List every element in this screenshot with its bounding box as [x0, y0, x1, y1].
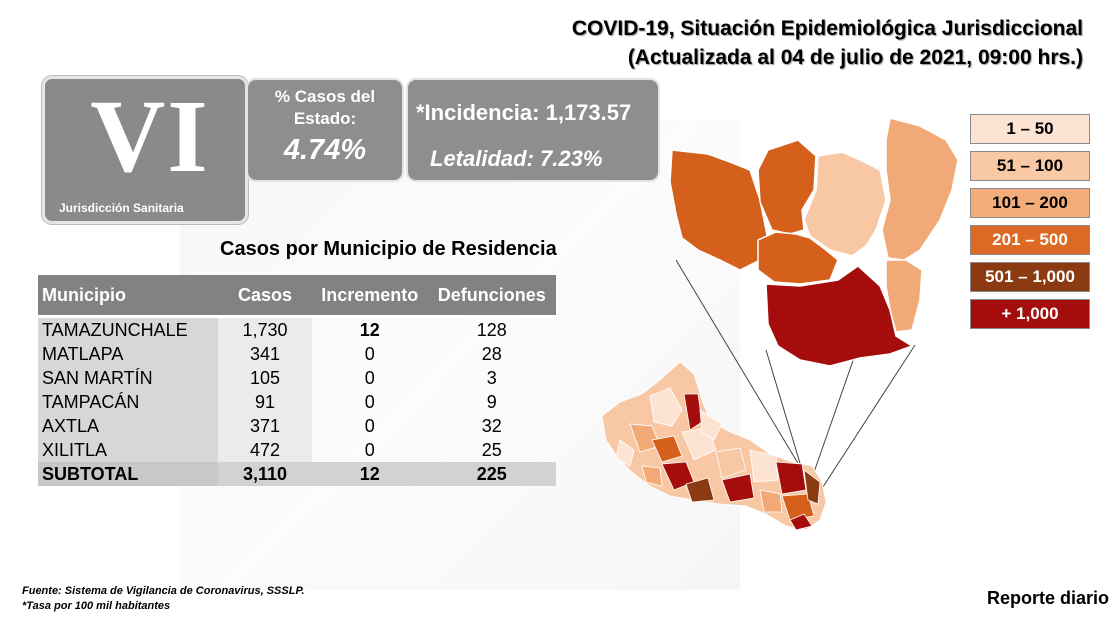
legend: 1 – 50 51 – 100 101 – 200 201 – 500 501 … [970, 114, 1090, 336]
cell-municipio: SUBTOTAL [38, 462, 218, 486]
cell-municipio: SAN MARTÍN [38, 366, 218, 390]
legend-label: 201 – 500 [992, 230, 1068, 249]
legend-label: 51 – 100 [996, 156, 1064, 175]
map-municipality-tamazunchale [765, 265, 914, 367]
jurisdiction-map [601, 117, 959, 531]
legend-item-501-1000: 501 – 1,000 [970, 262, 1090, 292]
table-row: XILITLA 472 0 25 [38, 438, 556, 462]
legend-item-201-500: 201 – 500 [970, 225, 1090, 255]
cell-casos: 91 [218, 390, 312, 414]
page-title: COVID-19, Situación Epidemiológica Juris… [572, 14, 1083, 72]
cell-incremento: 0 [364, 416, 375, 436]
map-municipality-matlapa [757, 231, 839, 285]
cell-defunciones: 28 [481, 344, 502, 364]
legend-item-101-200: 101 – 200 [970, 188, 1090, 218]
title-line-2: (Actualizada al 04 de julio de 2021, 09:… [627, 46, 1083, 69]
rates-box: *Incidencia: 1,173.57 Letalidad: 7.23% [406, 78, 660, 182]
cell-defunciones: 25 [481, 440, 502, 460]
title-line-1: COVID-19, Situación Epidemiológica Juris… [571, 17, 1083, 40]
cell-casos: 341 [218, 342, 312, 366]
state-share-label: % Casos del Estado: [274, 87, 376, 128]
report-label: Reporte diario [986, 588, 1109, 608]
table-row: MATLAPA 341 0 28 [38, 342, 556, 366]
map-municipality-san-martin-south [885, 259, 923, 333]
cell-casos: 3,110 [218, 462, 312, 486]
cell-incremento: 0 [364, 392, 375, 412]
table-row: AXTLA 371 0 32 [38, 414, 556, 438]
table-row: SAN MARTÍN 105 0 3 [38, 366, 556, 390]
cell-municipio: MATLAPA [38, 342, 218, 366]
header-defunciones: Defunciones [427, 275, 556, 318]
subtotal-row: SUBTOTAL 3,110 12 225 [38, 462, 556, 486]
footer-note: *Tasa por 100 mil habitantes [22, 600, 171, 612]
cell-incremento: 0 [364, 368, 375, 388]
legend-label: + 1,000 [1001, 304, 1059, 323]
jurisdiction-label: Jurisdicción Sanitaria [59, 201, 184, 215]
lethality-text: Letalidad: 7.23% [430, 146, 603, 171]
table-header-row: Municipio Casos Incremento Defunciones [38, 275, 556, 318]
map-municipality-axtla [757, 139, 817, 235]
jurisdiction-box: VI Jurisdicción Sanitaria [42, 76, 248, 224]
cell-defunciones: 3 [486, 368, 497, 388]
cell-defunciones: 128 [476, 320, 507, 340]
cell-casos: 105 [218, 366, 312, 390]
header-casos: Casos [218, 275, 312, 318]
table-row: TAMAZUNCHALE 1,730 12 128 [38, 316, 556, 342]
cell-incremento: 0 [364, 440, 375, 460]
cell-incremento: 12 [312, 462, 428, 486]
map-municipality-tampacan [803, 151, 887, 257]
state-share-value: 4.74% [283, 134, 367, 166]
legend-item-51-100: 51 – 100 [970, 151, 1090, 181]
header-municipio: Municipio [38, 275, 218, 318]
legend-label: 1 – 50 [1006, 119, 1054, 138]
footer-source: Fuente: Sistema de Vigilancia de Coronav… [22, 585, 305, 597]
cell-casos: 371 [218, 414, 312, 438]
jurisdiction-numeral: VI [90, 79, 210, 194]
cell-defunciones: 9 [486, 392, 497, 412]
header-incremento: Incremento [312, 275, 428, 318]
cell-municipio: AXTLA [38, 414, 218, 438]
cases-table: Municipio Casos Incremento Defunciones T… [38, 275, 556, 486]
legend-label: 101 – 200 [992, 193, 1068, 212]
map-municipality-san-martin [881, 117, 959, 261]
cell-incremento: 12 [359, 320, 380, 340]
table-row: TAMPACÁN 91 0 9 [38, 390, 556, 414]
cell-casos: 1,730 [218, 316, 312, 342]
cell-municipio: XILITLA [38, 438, 218, 462]
cell-municipio: TAMPACÁN [38, 390, 218, 414]
legend-item-1-50: 1 – 50 [970, 114, 1090, 144]
incidence-text: *Incidencia: 1,173.57 [416, 100, 632, 125]
cell-municipio: TAMAZUNCHALE [38, 316, 218, 342]
footer-notes: Fuente: Sistema de Vigilancia de Coronav… [22, 584, 304, 614]
cell-defunciones: 32 [481, 416, 502, 436]
cell-defunciones: 225 [427, 462, 556, 486]
legend-label: 501 – 1,000 [985, 267, 1075, 286]
map-municipality-xilitla [669, 149, 769, 271]
cell-casos: 472 [218, 438, 312, 462]
legend-item-over-1000: + 1,000 [970, 299, 1090, 329]
cell-incremento: 0 [364, 344, 375, 364]
state-share-box: % Casos del Estado: 4.74% [246, 78, 404, 182]
table-title: Casos por Municipio de Residencia [220, 238, 557, 260]
state-map [601, 361, 827, 531]
